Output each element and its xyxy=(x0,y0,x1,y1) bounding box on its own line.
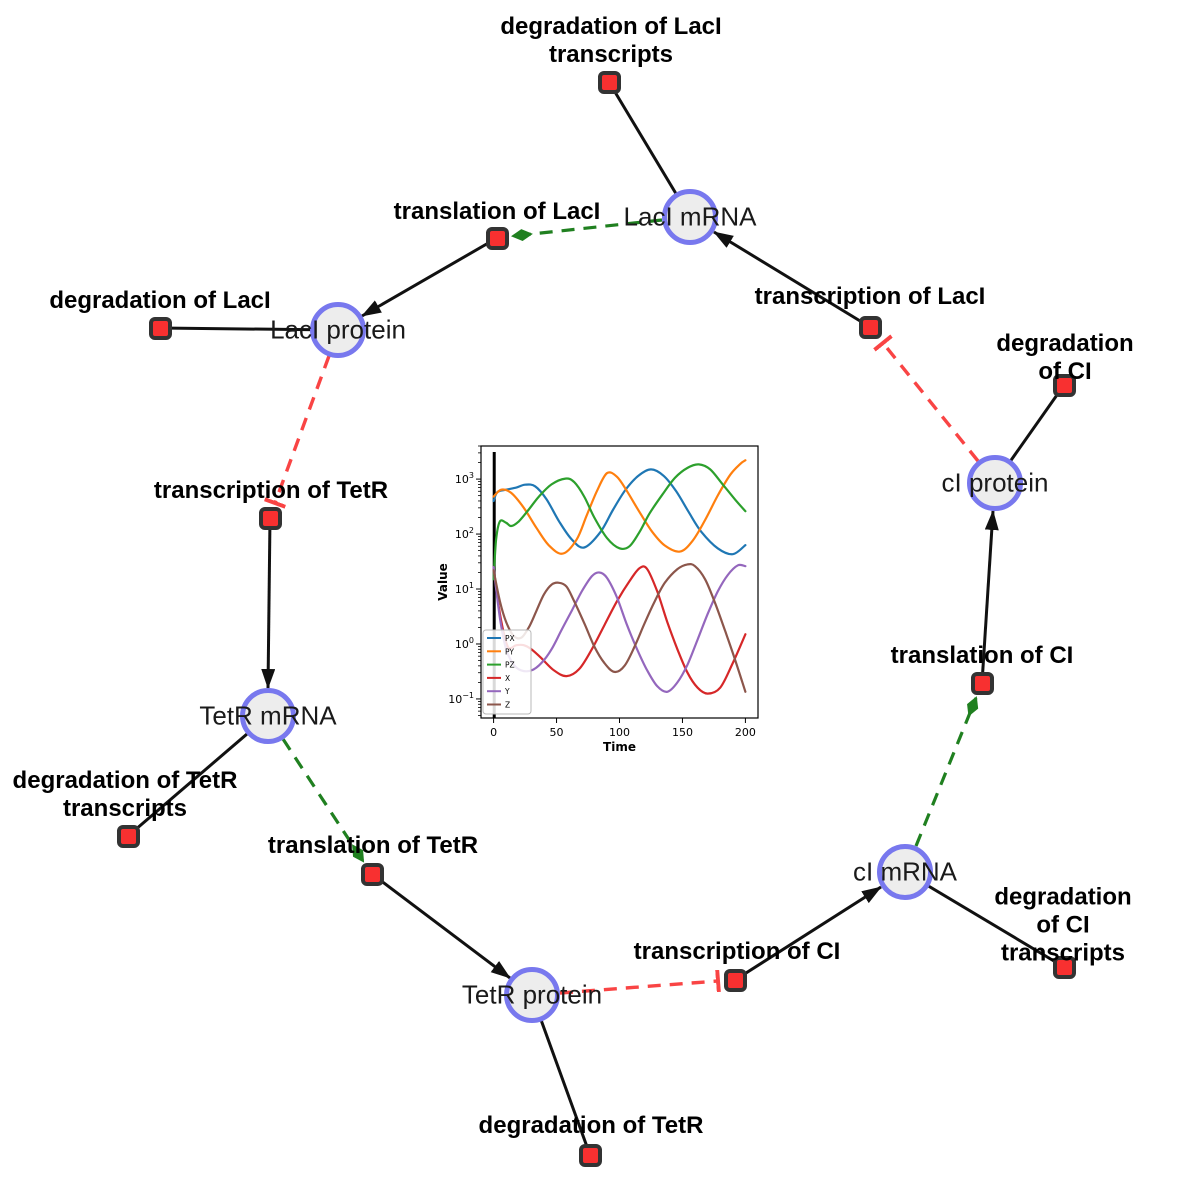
edge-laci-mrna-modifies-translation xyxy=(511,218,663,242)
species-label-tetr-protein: TetR protein xyxy=(461,979,603,1010)
svg-text:100: 100 xyxy=(609,726,630,739)
species-label-ci-protein: cI protein xyxy=(941,467,1049,498)
species-label-tetr-mrna: TetR mRNA xyxy=(199,700,337,731)
reaction-label-deg-tetr: degradation of TetR xyxy=(478,1112,704,1140)
reaction-node-translation-ci xyxy=(971,672,994,695)
species-node-laci-mrna xyxy=(662,189,718,245)
species-node-tetr-protein xyxy=(504,967,560,1023)
reaction-node-translation-laci xyxy=(486,227,509,250)
edge-translation-ci-to-protein xyxy=(980,510,999,684)
svg-text:Y: Y xyxy=(504,687,510,696)
reaction-label-deg-tetr-transcripts: degradation of TetR transcripts xyxy=(12,767,238,822)
edge-transcription-ci-to-mrna xyxy=(734,885,882,982)
species-node-ci-mrna xyxy=(877,844,933,900)
svg-text:100: 100 xyxy=(455,636,474,651)
edge-lacI-protein-to-deg xyxy=(159,326,339,332)
species-node-tetr-mrna xyxy=(240,688,296,744)
reaction-node-transcription-tetr xyxy=(259,507,282,530)
svg-text:102: 102 xyxy=(455,526,474,541)
reaction-node-deg-ci-transcripts xyxy=(1053,956,1076,979)
edge-ci-mrna-modifies-translation xyxy=(914,696,979,847)
svg-text:PZ: PZ xyxy=(505,661,515,670)
reaction-label-deg-laci-transcripts: degradation of LacI transcripts xyxy=(500,13,722,68)
reaction-label-translation-tetr: translation of TetR xyxy=(267,832,479,860)
svg-text:10−1: 10−1 xyxy=(448,691,474,706)
edge-tetr-protein-to-deg xyxy=(530,994,592,1156)
svg-text:50: 50 xyxy=(550,726,564,739)
series-PX xyxy=(492,468,747,556)
species-label-ci-mrna: cI mRNA xyxy=(853,856,957,887)
reaction-node-deg-ci xyxy=(1053,374,1076,397)
edge-transcription-tetr-to-mrna xyxy=(261,517,276,689)
svg-text:X: X xyxy=(505,674,510,683)
time-series-plot: 0 50 100 150 200 10−1 100 101 102 103 Time Value PX P… xyxy=(436,434,787,764)
reaction-label-transcription-laci: transcription of LacI xyxy=(754,283,986,311)
plot-svg: 0 50 100 150 20010−1100101102103TimeValuePXP… xyxy=(436,445,759,754)
species-node-ci-protein xyxy=(967,455,1023,511)
chart-axes: 0 50 100 150 200 10−1 100 101 102 103 xyxy=(448,445,759,739)
svg-text:150: 150 xyxy=(672,726,693,739)
y-axis-label: Value xyxy=(437,563,450,601)
reaction-label-translation-laci: translation of LacI xyxy=(393,198,601,226)
svg-text:PX: PX xyxy=(505,634,515,643)
reaction-node-deg-laci xyxy=(149,317,172,340)
reaction-node-deg-tetr-transcripts xyxy=(117,825,140,848)
reaction-node-translation-tetr xyxy=(361,863,384,886)
svg-text:101: 101 xyxy=(455,581,474,596)
edge-transcription-laci-to-mrna xyxy=(713,230,871,329)
svg-text:Z: Z xyxy=(505,701,510,710)
reaction-label-transcription-ci: transcription of CI xyxy=(633,938,841,966)
reaction-node-transcription-laci xyxy=(859,316,882,339)
reaction-label-translation-ci: translation of CI xyxy=(890,642,1074,670)
svg-text:200: 200 xyxy=(735,726,756,739)
x-axis-label: Time xyxy=(603,740,636,754)
edge-tetr-mrna-to-deg-transcripts xyxy=(127,714,269,838)
edge-tetr-protein-inhibits-transcription-ci xyxy=(559,969,721,995)
species-label-laci-mrna: LacI mRNA xyxy=(623,201,757,232)
edge-tetr-mrna-modifies-translation xyxy=(281,738,365,863)
series-PY xyxy=(492,459,747,555)
series-PZ xyxy=(492,463,747,581)
edge-translation-tetr-to-protein xyxy=(371,872,511,980)
reaction-node-deg-tetr xyxy=(579,1144,602,1167)
species-label-laci-protein: LacI protein xyxy=(270,314,406,345)
svg-text:103: 103 xyxy=(455,471,474,486)
reaction-label-deg-laci: degradation of LacI xyxy=(49,287,271,315)
edge-ci-mrna-to-deg-transcripts xyxy=(904,870,1065,969)
edge-translation-laci-to-protein xyxy=(361,236,498,318)
reaction-label-transcription-tetr: transcription of TetR xyxy=(153,477,389,505)
reaction-node-transcription-ci xyxy=(724,969,747,992)
edge-ci-protein-inhibits-transcription-laci xyxy=(873,334,980,463)
chart-legend: PX PY PZ XYZ xyxy=(482,629,532,715)
reaction-node-deg-laci-transcripts xyxy=(598,71,621,94)
species-node-laci-protein xyxy=(310,302,366,358)
reaction-label-deg-ci: degradation of CI xyxy=(996,330,1134,385)
svg-text:PY: PY xyxy=(505,647,514,656)
svg-text:0: 0 xyxy=(490,726,497,739)
reaction-label-deg-ci-transcripts: degradation of CI transcripts xyxy=(994,883,1132,966)
edge-laci-protein-inhibits-transcription-tetr xyxy=(263,355,331,509)
